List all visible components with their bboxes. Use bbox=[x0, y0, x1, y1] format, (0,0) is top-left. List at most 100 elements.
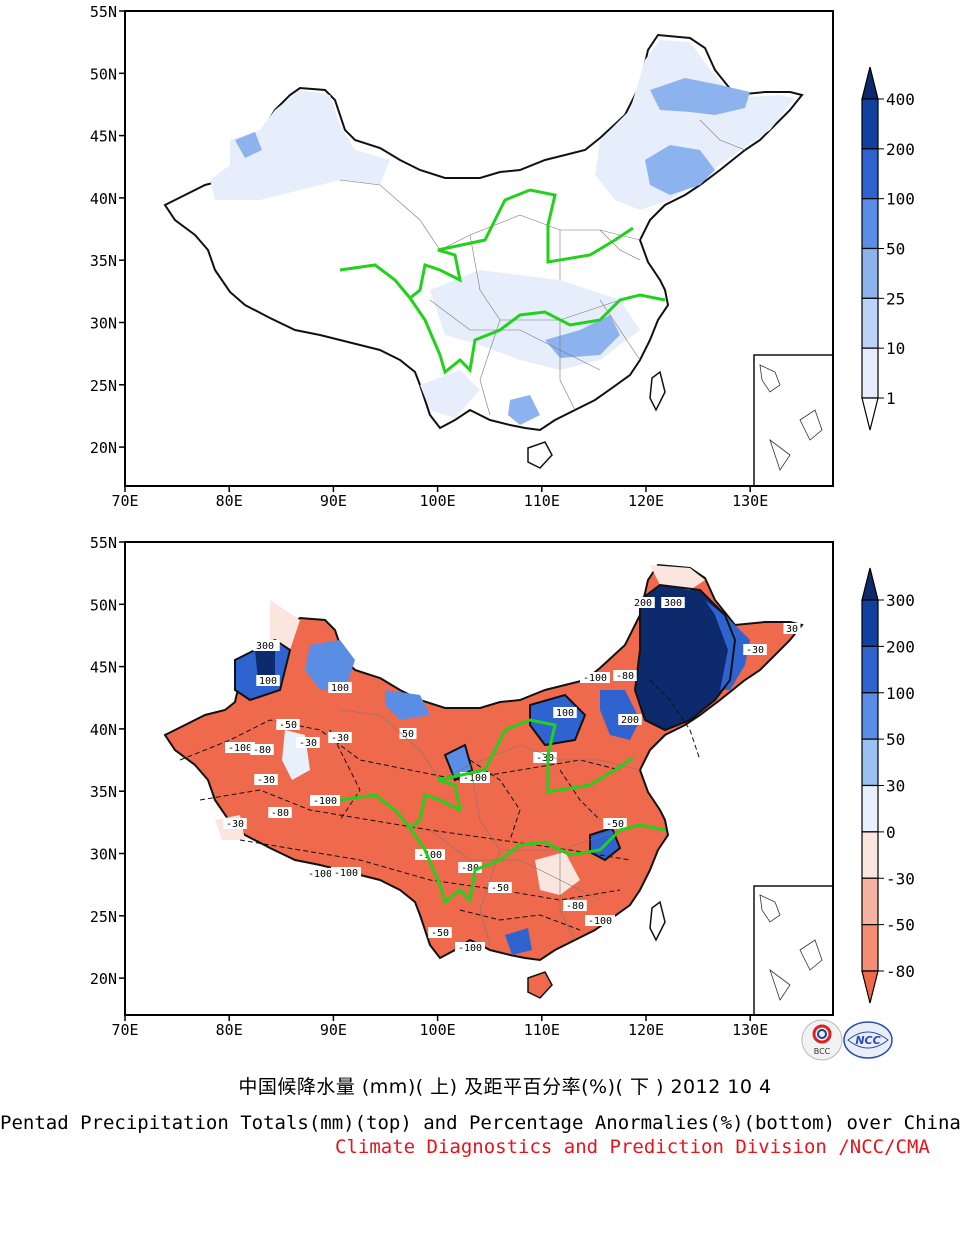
colorbar-segment bbox=[861, 692, 879, 740]
lat-tick-label: 30N bbox=[90, 315, 117, 333]
lon-tick-label: 90E bbox=[320, 492, 347, 510]
contour-label-bg bbox=[455, 942, 485, 953]
lon-tick-label: 130E bbox=[732, 492, 768, 510]
contour-label: -30 bbox=[299, 738, 317, 749]
contour-label-bg bbox=[268, 807, 292, 818]
colorbar-label: 400 bbox=[886, 90, 915, 109]
contour-label: -30 bbox=[536, 753, 554, 764]
contour-label-bg bbox=[458, 862, 482, 873]
colorbar-label: -30 bbox=[886, 869, 915, 888]
contour-label: -80 bbox=[271, 808, 289, 819]
contour-label-bg bbox=[533, 752, 557, 763]
contour-label: 100 bbox=[259, 676, 277, 687]
contour-label: 200 bbox=[621, 715, 639, 726]
top-precip-zone-8 bbox=[508, 395, 540, 425]
contour-label: -100 bbox=[313, 796, 337, 807]
contour-label-bg bbox=[310, 795, 340, 806]
lat-tick-label: 50N bbox=[90, 65, 117, 83]
contour-label-bg bbox=[328, 682, 352, 693]
contour-label-bg bbox=[256, 675, 280, 686]
top-precip-zone-4 bbox=[645, 145, 715, 195]
bottom-contour-labels: -100-100-100 -100-100-100-100-100-100-80-… bbox=[223, 597, 801, 954]
contour-label-bg bbox=[254, 774, 278, 785]
lon-tick-label: 90E bbox=[320, 1021, 347, 1039]
colorbar-label: 1 bbox=[886, 389, 896, 408]
contour-label: -50 bbox=[279, 720, 297, 731]
colorbar-bottom-arrow bbox=[861, 970, 879, 1004]
top-taiwan-island bbox=[649, 370, 666, 412]
lon-tick-label: 80E bbox=[216, 1021, 243, 1039]
lon-tick-label: 130E bbox=[732, 1021, 768, 1039]
contour-label: -30 bbox=[257, 775, 275, 786]
contour-label: -50 bbox=[491, 883, 509, 894]
bottom-anomaly-northwest-core bbox=[255, 645, 275, 680]
top-precip-zone-2 bbox=[595, 40, 795, 210]
lon-tick-label: 100E bbox=[420, 1021, 456, 1039]
contour-label-bg bbox=[253, 640, 277, 651]
lat-tick-label: 30N bbox=[90, 846, 117, 864]
contour-label-bg bbox=[305, 868, 335, 879]
bottom-taiwan-island bbox=[649, 900, 666, 942]
colorbar-label: 10 bbox=[886, 339, 905, 358]
top-precip-zone-9 bbox=[420, 370, 480, 418]
lat-tick-label: 55N bbox=[90, 3, 117, 21]
contour-label: 100 bbox=[331, 683, 349, 694]
lon-tick-label: 110E bbox=[524, 492, 560, 510]
bcc-logo-text: BCC bbox=[814, 1047, 831, 1056]
contour-label-bg bbox=[613, 670, 637, 681]
colorbar-label: 300 bbox=[886, 591, 915, 610]
bottom-anomaly-inner-mongolia bbox=[385, 690, 430, 720]
top-south-china-sea-inset bbox=[753, 354, 833, 486]
contour-label: -30 bbox=[331, 733, 349, 744]
ncc-logo: NCC bbox=[843, 1021, 893, 1059]
lon-tick-label: 110E bbox=[524, 1021, 560, 1039]
lon-tick-label: 80E bbox=[216, 492, 243, 510]
top-hainan-island bbox=[527, 441, 553, 469]
contour-label: -80 bbox=[616, 671, 634, 682]
english-title: Pentad Precipitation Totals(mm)(top) and… bbox=[0, 1112, 960, 1134]
ncc-logo-text: NCC bbox=[855, 1034, 880, 1047]
contour-label: -100 bbox=[583, 673, 607, 684]
colorbar-segment bbox=[861, 924, 879, 972]
bottom-anomaly-northeast-high bbox=[635, 585, 735, 730]
contour-label-bg bbox=[618, 714, 642, 725]
contour-label: -30 bbox=[746, 645, 764, 656]
colorbar-label: 30 bbox=[886, 777, 905, 796]
contour-label-bg bbox=[225, 742, 255, 753]
lat-tick-label: 55N bbox=[90, 534, 117, 552]
credit-line: Climate Diagnostics and Prediction Divis… bbox=[335, 1136, 930, 1158]
top-precip-zone-1 bbox=[210, 90, 390, 200]
colorbar-label: 50 bbox=[886, 730, 905, 749]
bottom-anomaly-ne-light bbox=[650, 565, 705, 590]
bottom-anomaly-south-blue bbox=[505, 928, 532, 955]
contour-label-bg bbox=[580, 672, 610, 683]
contour-label: 50 bbox=[402, 729, 414, 740]
lat-tick-label: 45N bbox=[90, 128, 117, 146]
contour-label: 300 bbox=[256, 641, 274, 652]
contour-label-bg bbox=[328, 732, 352, 743]
bcc-logo: BCC bbox=[801, 1019, 843, 1061]
contour-label-bg bbox=[223, 818, 247, 829]
contour-label: -80 bbox=[253, 745, 271, 756]
colorbar-segment bbox=[861, 831, 879, 879]
contour-label: -50 bbox=[431, 928, 449, 939]
colorbar-segment bbox=[861, 247, 879, 299]
colorbar-label: 100 bbox=[886, 190, 915, 209]
colorbar-segment bbox=[861, 738, 879, 787]
contour-label-bg bbox=[415, 849, 445, 860]
contour-label-bg bbox=[331, 867, 361, 878]
colorbar-segment bbox=[861, 198, 879, 250]
contour-label-bg bbox=[488, 882, 512, 893]
lon-tick-label: 100E bbox=[420, 492, 456, 510]
contour-label-bg bbox=[661, 597, 685, 608]
lat-tick-label: 20N bbox=[90, 439, 117, 457]
contour-label-bg bbox=[428, 927, 452, 938]
lat-tick-label: 50N bbox=[90, 596, 117, 614]
colorbar-segment bbox=[861, 599, 879, 647]
contour-label: 30 bbox=[786, 624, 798, 635]
contour-label-bg bbox=[603, 818, 627, 829]
colorbar-label: 0 bbox=[886, 823, 896, 842]
bottom-anomaly-altai bbox=[305, 640, 355, 690]
